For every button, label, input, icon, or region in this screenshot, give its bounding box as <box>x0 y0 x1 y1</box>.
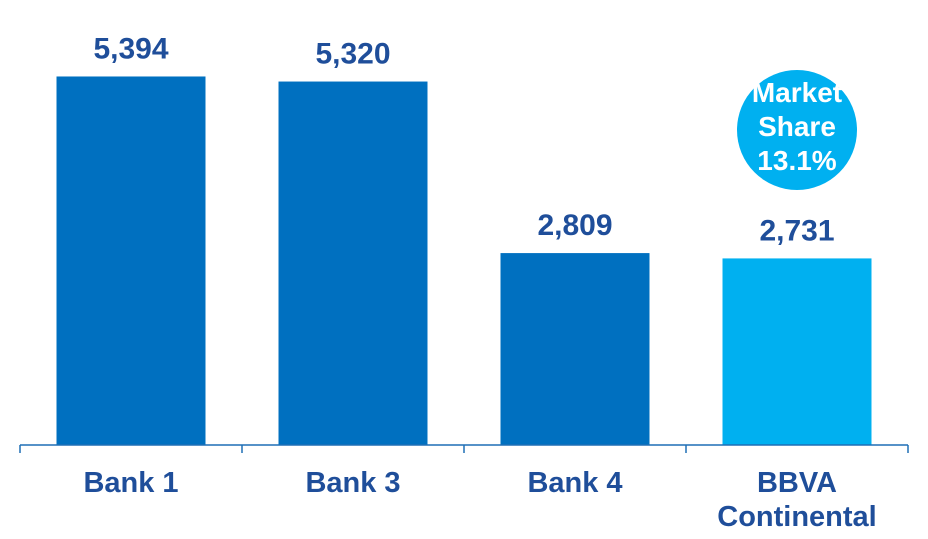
bar-bank-3 <box>278 81 428 445</box>
labels-layer: 5,394 Bank 1 5,320 Bank 3 2,809 Bank 4 2,731 BB… <box>83 32 876 533</box>
market-share-line: Market <box>752 77 842 108</box>
bar-bank-1 <box>56 76 206 445</box>
market-share-bubble: Market Share 13.1% <box>737 70 857 190</box>
category-label-line: BBVA <box>757 467 837 499</box>
x-axis <box>19 444 909 453</box>
market-share-circle <box>737 70 857 190</box>
market-share-text: Market Share 13.1% <box>752 77 842 176</box>
category-label: Bank 4 <box>527 467 622 499</box>
bars-layer <box>56 76 872 445</box>
category-label-line: Bank 3 <box>305 467 400 499</box>
data-label: 2,731 <box>759 214 834 247</box>
data-label: 2,809 <box>537 209 612 242</box>
category-label-line: Bank 4 <box>527 467 622 499</box>
market-share-line: 13.1% <box>757 145 836 176</box>
category-label: Bank 1 <box>83 467 178 499</box>
bar-bank-4 <box>500 253 650 445</box>
bar-bbva-continental <box>722 258 872 445</box>
data-label: 5,394 <box>93 32 168 65</box>
category-label: BBVA Continental <box>717 467 877 533</box>
category-label: Bank 3 <box>305 467 400 499</box>
data-label: 5,320 <box>315 38 390 71</box>
category-label-line: Bank 1 <box>83 467 178 499</box>
category-label-line: Continental <box>717 501 877 533</box>
market-share-line: Share <box>758 111 836 142</box>
